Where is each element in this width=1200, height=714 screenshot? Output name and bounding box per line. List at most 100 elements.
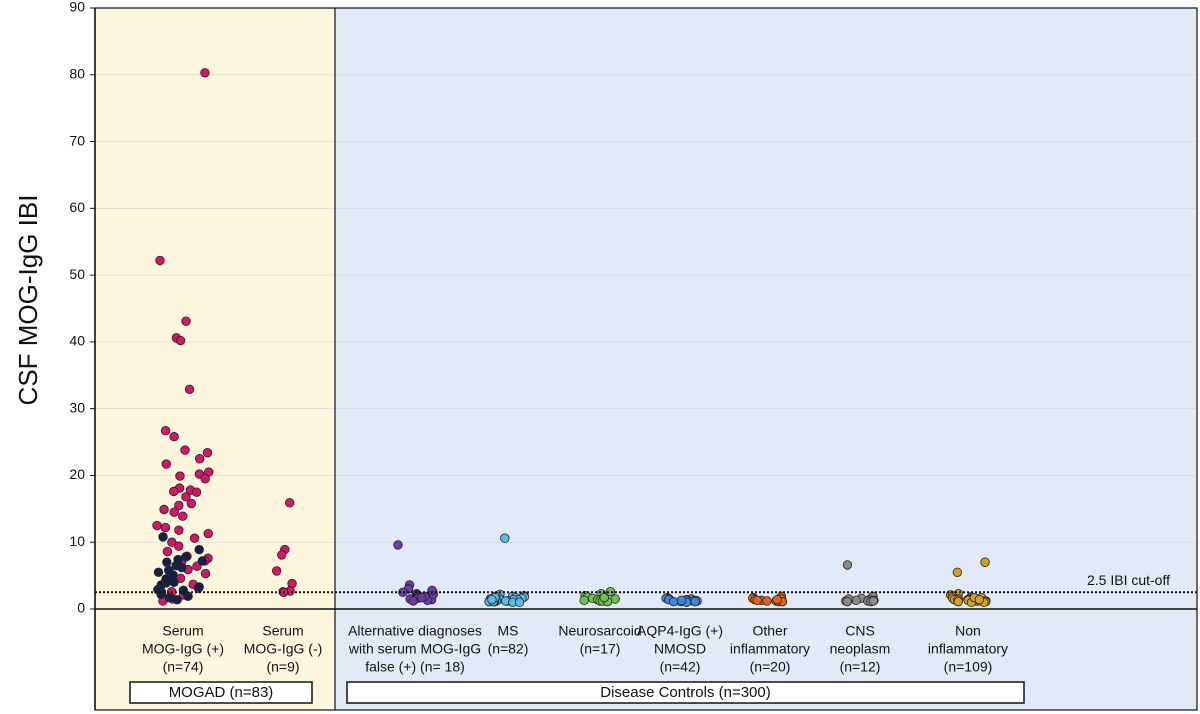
data-point xyxy=(194,582,204,592)
category-label: Non xyxy=(955,623,981,639)
y-tick-label: 0 xyxy=(77,600,85,616)
data-point xyxy=(191,487,202,497)
y-tick-label: 30 xyxy=(69,399,85,415)
category-label: false (+) (n= 18) xyxy=(365,659,465,675)
data-point xyxy=(953,596,963,607)
category-label: Neurosarcoid xyxy=(558,623,641,639)
data-point xyxy=(164,592,175,603)
data-point xyxy=(158,532,168,542)
data-point xyxy=(974,594,985,605)
data-point xyxy=(180,445,190,455)
backgrounds xyxy=(95,8,1197,710)
category-label: CNS xyxy=(845,623,875,639)
data-point xyxy=(200,474,210,484)
data-point xyxy=(162,546,173,557)
data-point xyxy=(868,596,878,606)
data-point xyxy=(152,520,162,531)
y-tick-label: 90 xyxy=(69,0,85,15)
data-point xyxy=(175,471,185,481)
data-point xyxy=(200,568,211,579)
category-label: MOG-IgG (+) xyxy=(142,641,224,657)
data-point xyxy=(203,528,213,539)
category-label: neoplasm xyxy=(830,641,891,657)
data-point xyxy=(668,596,679,607)
group-box xyxy=(346,681,1025,704)
data-point xyxy=(181,492,191,502)
data-point xyxy=(169,577,179,587)
y-tick-label: 50 xyxy=(69,266,85,282)
category-label: with serum MOG-IgG xyxy=(348,641,481,657)
data-point xyxy=(169,507,179,517)
data-point xyxy=(174,541,184,551)
data-point xyxy=(514,597,525,608)
category-label: (n=9) xyxy=(266,659,299,675)
category-label: (n=82) xyxy=(488,641,529,657)
y-tick-label: 10 xyxy=(69,533,85,549)
y-tick-label: 60 xyxy=(69,199,85,215)
data-point xyxy=(487,594,497,605)
data-point xyxy=(408,596,418,606)
category-label: MOG-IgG (-) xyxy=(244,641,323,657)
category-label: MS xyxy=(498,623,519,639)
data-point xyxy=(155,255,165,266)
data-point xyxy=(169,486,179,497)
category-label: (n=12) xyxy=(840,659,881,675)
data-point xyxy=(752,595,762,606)
category-label: Serum xyxy=(162,623,203,639)
data-point xyxy=(171,560,181,571)
data-point xyxy=(153,567,164,577)
category-label: (n=20) xyxy=(750,659,791,675)
data-point xyxy=(393,540,403,550)
data-point xyxy=(416,592,427,603)
plot-frame xyxy=(94,7,1198,711)
category-label: (n=42) xyxy=(660,659,701,675)
data-point xyxy=(202,448,213,458)
data-point xyxy=(161,459,172,469)
data-point xyxy=(160,522,171,533)
data-point xyxy=(277,550,287,560)
y-tick-label: 70 xyxy=(69,132,85,148)
data-point xyxy=(952,567,963,577)
data-point xyxy=(579,595,589,606)
y-tick-label: 20 xyxy=(69,466,85,482)
data-point xyxy=(172,594,182,605)
data-point xyxy=(195,454,205,464)
category-label: (n=17) xyxy=(580,641,621,657)
data-point xyxy=(194,544,204,555)
group-label: MOGAD (n=83) xyxy=(169,684,274,701)
data-point xyxy=(676,595,687,606)
category-label: (n=74) xyxy=(163,659,204,675)
group-background xyxy=(95,8,335,710)
data-point xyxy=(178,511,188,521)
data-point xyxy=(178,585,189,596)
group-background xyxy=(335,8,1197,710)
data-point xyxy=(181,552,191,562)
y-tick-label: 40 xyxy=(69,333,85,349)
category-label: Alternative diagnoses xyxy=(348,623,482,639)
category-label: Other xyxy=(752,623,787,639)
data-point xyxy=(200,68,210,78)
data-point xyxy=(762,596,772,606)
data-point xyxy=(197,556,208,566)
data-point xyxy=(186,498,197,509)
data-point xyxy=(189,533,200,543)
category-label: inflammatory xyxy=(730,641,810,657)
data-point xyxy=(184,384,195,395)
category-label: (n=109) xyxy=(944,659,993,675)
data-point xyxy=(160,426,171,436)
cutoff-label: 2.5 IBI cut-off xyxy=(1087,572,1170,588)
data-point xyxy=(842,596,852,607)
data-point xyxy=(599,592,609,603)
data-point xyxy=(169,432,179,442)
data-point xyxy=(167,537,177,547)
data-point xyxy=(161,578,171,588)
data-point xyxy=(605,586,616,597)
data-point xyxy=(174,500,184,511)
data-point xyxy=(690,596,700,607)
group-label: Disease Controls (n=300) xyxy=(600,684,771,701)
data-point xyxy=(772,594,782,605)
data-point xyxy=(162,557,172,567)
data-point xyxy=(175,335,186,346)
data-point xyxy=(181,316,191,326)
y-axis-title: CSF MOG-IgG IBI xyxy=(13,195,43,406)
